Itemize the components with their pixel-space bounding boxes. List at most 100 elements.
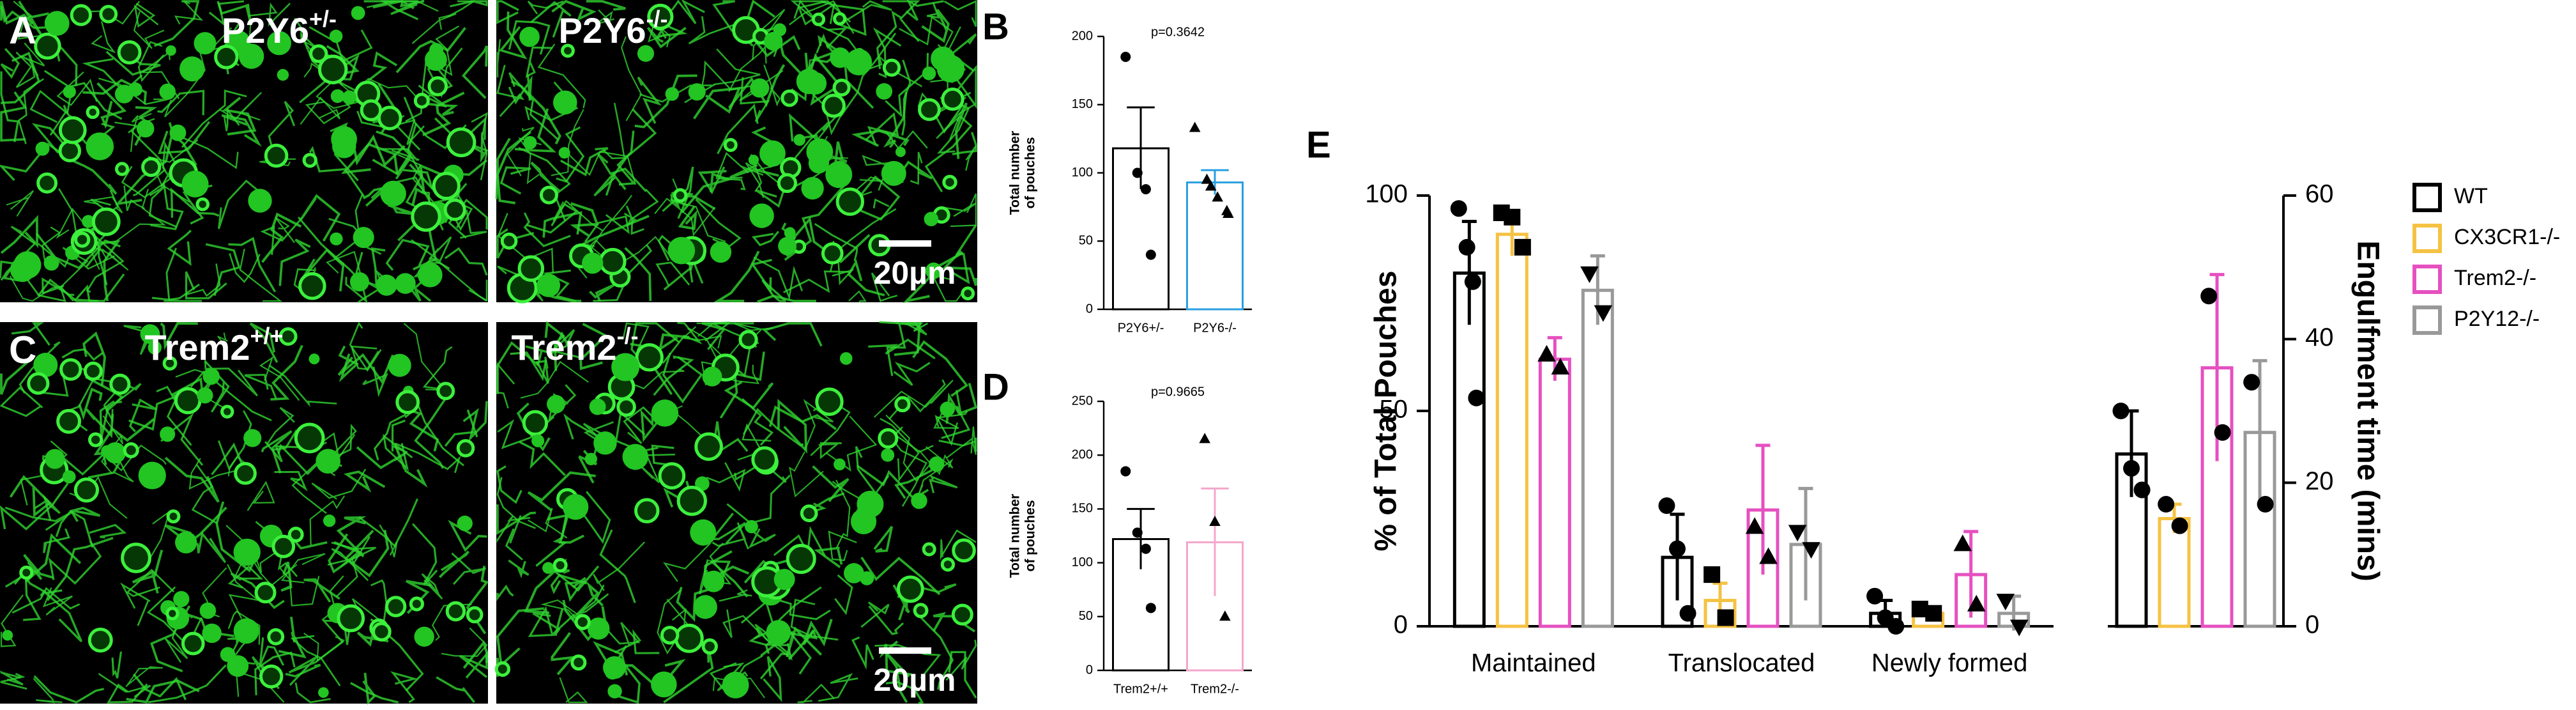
bar [1538,357,1571,628]
process [657,589,682,655]
cell-body [519,26,540,47]
process [303,62,365,105]
micrograph [494,321,978,704]
process [874,644,941,679]
pouch [309,44,328,63]
process [300,33,361,95]
process [411,13,457,44]
process [560,147,609,176]
process [712,522,749,550]
pouch [413,93,430,109]
pouch [658,462,686,490]
process [344,529,390,578]
pouch [918,98,941,121]
legend-label: CX3CR1-/- [2454,225,2560,249]
bar [1112,147,1170,311]
pouch [821,242,844,265]
process [678,205,697,231]
y-tick-label: 50 [1079,609,1093,623]
cell-body [759,140,786,167]
process [274,470,308,491]
process [763,65,781,107]
data-point [1514,238,1531,256]
process [294,18,303,41]
process [528,507,568,539]
pouch [647,3,674,30]
process [249,322,278,363]
process [595,9,615,25]
process [883,650,910,703]
process [344,470,386,493]
process [873,525,894,553]
legend-swatch [2412,183,2442,212]
process [602,102,625,160]
process [818,673,858,702]
cell-body [929,456,945,472]
cell-body [702,366,722,387]
cell-body [764,31,783,51]
process [496,65,524,117]
process [350,682,399,704]
pouch [117,40,142,65]
process [843,0,892,23]
process [530,161,560,192]
pouch [634,498,660,523]
image-title: P2Y6-/- [559,6,668,50]
image-title-sup: +/+ [250,323,283,349]
data-point [2112,403,2130,419]
process [223,107,240,132]
process [149,182,184,231]
image-title-sup: -/- [617,323,639,349]
cell-body [351,6,365,20]
process [717,104,759,155]
data-point [1925,605,1942,622]
process [885,681,924,704]
process [762,322,823,347]
cell-body [690,519,717,546]
cell-body [622,444,649,470]
process [205,243,241,297]
pouch [701,638,718,655]
process [311,468,367,500]
process [630,322,680,359]
process [579,323,608,371]
process [518,147,571,222]
pouch [436,382,455,401]
cell-body [169,124,187,141]
cell-body [922,66,936,81]
pouch [58,116,87,144]
data-point [1996,594,2015,611]
pouch [302,153,317,168]
cell-body [35,141,50,156]
process [103,379,127,424]
x-tick-label: P2Y6+/- [1118,321,1164,335]
data-point [2200,288,2218,305]
p-value: p=0.3642 [1151,25,1205,39]
cell-body [318,687,329,698]
legend-swatch [2412,224,2442,253]
process [181,89,247,148]
pouch [522,410,549,436]
process [756,295,816,304]
process [680,172,733,213]
data-point [1911,601,1928,618]
process [556,126,585,183]
process [599,529,636,603]
process [125,666,163,688]
panel-label: A [9,9,36,52]
pouch [694,432,723,461]
process [528,606,575,637]
data-point [1140,184,1151,195]
data-point [1468,389,1485,406]
cell-body [844,563,864,583]
process [362,672,376,706]
process [0,482,69,530]
process [496,465,522,504]
process [411,164,442,206]
process [448,520,487,552]
process [593,172,627,197]
pouch [443,198,466,221]
process [593,541,646,591]
cell-body [750,78,770,98]
process [496,607,544,668]
